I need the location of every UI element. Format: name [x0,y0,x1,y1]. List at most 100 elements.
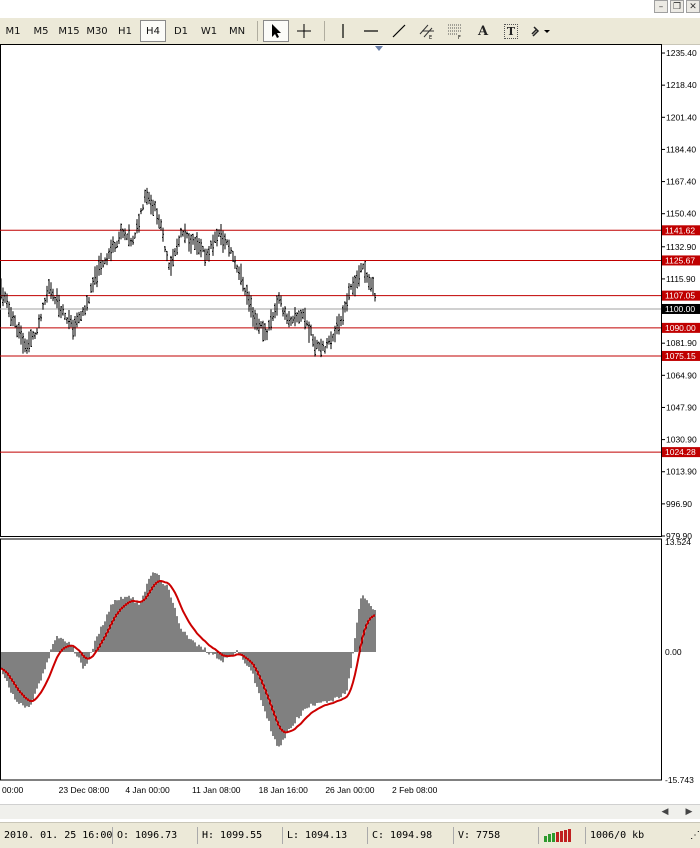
restore-icon[interactable]: ❐ [670,0,684,13]
status-datetime: 2010. 01. 25 16:00 [4,830,113,841]
price-bar [344,301,346,313]
price-bar [232,250,234,263]
timeframe-mn[interactable]: MN [228,25,246,37]
price-bar [60,305,62,319]
price-bar [248,291,250,312]
horizontal-scrollbar[interactable]: ◀ ▶ [0,804,700,819]
fibonacci-tool-button[interactable]: F [442,20,468,42]
status-volume: V: 7758 [453,827,500,844]
level-price-tag [662,322,700,333]
price-bar [244,287,246,296]
timeframe-m15[interactable]: M15 [58,25,80,37]
text-tool-button[interactable]: A [470,20,496,42]
price-bar [250,295,252,318]
arrows-dropdown-icon [531,26,550,37]
price-bar [234,255,236,269]
price-bar [14,315,16,328]
price-bar [74,315,76,337]
price-bar [72,319,74,340]
text-label-tool-button[interactable]: T [498,20,524,42]
price-tick-label: 1030.90 [666,435,697,445]
price-bar [106,253,108,266]
chart-area[interactable]: 1235.40 1218.40 1201.40 1184.40 1167.40 1150.… [0,44,700,800]
minimize-icon[interactable]: – [654,0,668,13]
price-bar [222,230,224,253]
price-bar [160,219,162,231]
shift-marker-icon [375,46,383,51]
macd-tick-label: -15.743 [665,775,694,785]
price-bar [0,278,2,300]
status-bar: 2010. 01. 25 16:00 O: 1096.73 H: 1099.55… [0,822,700,848]
timeframe-m1[interactable]: M1 [5,25,21,37]
price-bar [180,227,182,238]
vertical-line-icon [342,24,344,38]
timeframe-m30[interactable]: M30 [86,25,108,37]
price-bar [210,240,212,249]
price-bar [268,319,270,331]
price-bar [286,313,288,325]
price-bar [156,208,158,225]
price-bar [276,295,278,316]
price-bar [360,263,362,273]
timeframe-m5[interactable]: M5 [33,25,49,37]
price-bar [312,334,314,347]
price-bar [40,313,42,322]
price-bar [126,233,128,241]
macd-tick-label: 0.00 [665,647,682,657]
horizontal-line-tool-button[interactable] [358,20,384,42]
price-bar [326,337,328,349]
time-axis-label: 18 Jan 16:00 [259,785,308,795]
price-bar [28,331,30,353]
price-plot-frame [0,44,662,537]
price-bar [118,231,120,245]
cursor-icon [272,24,281,38]
scroll-left-icon[interactable]: ◀ [661,807,669,817]
price-bar [310,324,312,336]
price-tick-label: 1132.90 [666,242,696,252]
price-bar [230,247,232,254]
price-bar [328,335,330,345]
price-bar [96,265,98,288]
level-price-label: 1075.15 [665,351,696,361]
price-bar [226,239,228,246]
timeframe-w1[interactable]: W1 [200,25,218,37]
price-bar [292,315,294,324]
price-bar [176,238,178,255]
cursor-tool-button[interactable] [263,20,289,42]
price-bar [10,306,12,326]
level-price-label: 1125.67 [665,255,695,265]
connection-status-icon[interactable] [538,827,579,844]
timeframe-h4[interactable]: H4 [140,20,166,42]
timeframe-d1[interactable]: D1 [173,25,189,37]
price-bar [270,309,272,331]
price-bar [242,276,244,292]
scroll-right-icon[interactable]: ▶ [685,807,693,817]
arrows-dropdown-tool-button[interactable] [526,20,556,42]
close-icon[interactable]: ✕ [686,0,700,13]
level-price-tag [662,225,700,236]
price-bar [158,214,160,229]
equidistant-channel-tool-button[interactable]: E [414,20,440,42]
price-bar [354,275,356,297]
timeframe-h1[interactable]: H1 [118,25,132,37]
time-axis-label: 4 Jan 00:00 [125,785,170,795]
vertical-line-tool-button[interactable] [330,20,356,42]
price-bar [198,238,200,255]
price-bar [274,303,276,319]
price-bar [200,238,202,258]
price-bar [152,199,154,216]
price-bar [98,255,100,276]
price-bar [136,219,138,234]
price-bar [86,294,88,311]
trendline-tool-button[interactable] [386,20,412,42]
price-bar [352,276,354,295]
price-bar [92,276,94,293]
price-bar [238,266,240,280]
crosshair-tool-button[interactable] [291,20,317,42]
level-price-label: 1107.05 [665,291,695,301]
price-bar [296,312,298,323]
price-tick-label: 1047.90 [666,402,697,412]
price-bar [18,321,20,339]
resize-grip-icon[interactable]: ⋰ [690,830,700,841]
price-bar [336,316,338,335]
